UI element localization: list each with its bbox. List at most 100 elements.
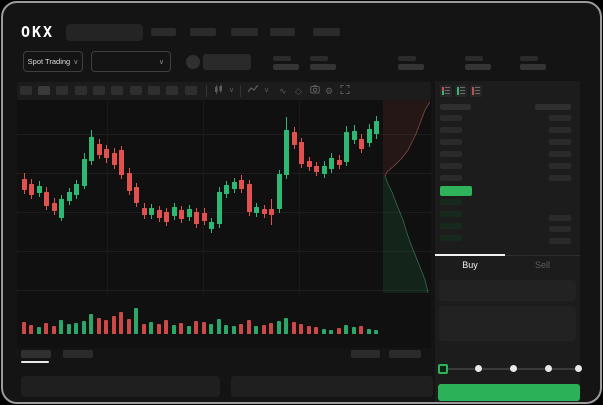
spot-trading-label: Spot Trading [27,57,71,66]
timeframe-button[interactable] [20,86,32,95]
volume-bar [224,325,228,334]
nav-item-skeleton[interactable] [190,28,216,36]
ask-row-price[interactable] [440,127,462,133]
volume-bar [149,322,153,334]
chevron-down-icon: ∨ [73,58,79,66]
ask-row-price[interactable] [440,139,462,145]
candle [277,174,282,209]
price-field[interactable] [439,280,576,301]
chevron-down-icon[interactable]: ∨ [229,87,235,94]
candle-type-icon[interactable] [214,84,223,99]
pair-select[interactable]: ∨ [91,51,171,72]
volume-bar [292,322,296,334]
bid-row-price[interactable] [440,199,462,205]
candle [157,210,162,218]
slider-stop[interactable] [475,365,482,372]
candle [119,150,124,175]
book-asks-icon[interactable] [470,85,482,97]
tab-buy[interactable]: Buy [462,260,478,270]
volume-bar [67,324,71,334]
nav-item-skeleton[interactable] [231,28,258,36]
tab-sell[interactable]: Sell [534,260,550,270]
coin-avatar[interactable] [186,55,200,69]
volume-bar [134,308,138,334]
ask-row-price[interactable] [440,115,462,121]
fullscreen-icon[interactable] [340,84,350,99]
timeframe-button[interactable] [75,86,87,95]
volume-bar [52,326,56,334]
line-style-icon[interactable]: ∿ [279,86,287,96]
timeframe-button[interactable] [130,86,142,95]
volume-bar [307,326,311,334]
candle [299,142,304,164]
candle [134,187,139,203]
nav-item-skeleton[interactable] [151,28,176,36]
volume-bar [322,329,326,334]
volume-bar [277,321,281,334]
book-both-icon[interactable] [440,85,452,97]
chart-toolbar: ∨ ∨ ∿ ◇ ⚙ [17,82,431,100]
volume-bar [344,325,348,334]
timeframe-button[interactable] [148,86,160,95]
volume-bar [44,323,48,334]
stat-value-skeleton [310,64,336,70]
volume-bar [164,320,168,334]
depth-overlay [383,100,430,293]
bid-row-price[interactable] [440,235,462,241]
draw-icon[interactable]: ◇ [295,86,302,96]
nav-item-skeleton[interactable] [270,28,295,36]
bid-row-price[interactable] [440,223,462,229]
spot-trading-dropdown[interactable]: Spot Trading ∨ [23,51,83,72]
ask-row-price[interactable] [440,151,462,157]
candle [322,166,327,174]
volume-bar [217,319,221,334]
gridline [17,134,431,135]
candlestick-chart[interactable] [17,100,431,348]
bottom-tab-active[interactable] [21,350,51,358]
ask-row-price[interactable] [440,163,462,169]
search-input[interactable] [66,24,143,41]
nav-item-skeleton[interactable] [313,28,340,36]
volume-bar [172,325,176,334]
camera-icon[interactable] [310,84,320,99]
candle [104,149,109,158]
indicator-icon[interactable] [247,84,259,99]
slider-stop[interactable] [510,365,517,372]
timeframe-button[interactable] [185,86,197,95]
slider-stop[interactable] [545,365,552,372]
volume-bar [254,326,258,334]
volume-bar [37,327,41,334]
bottom-panel-right [231,376,433,397]
candle [52,203,57,211]
bottom-tab[interactable] [63,350,93,358]
tabbar-divider [435,255,580,256]
candle [82,159,87,186]
ask-row-price[interactable] [440,175,462,181]
bottom-action-skeleton[interactable] [351,350,380,358]
bottom-action-skeleton[interactable] [389,350,421,358]
timeframe-button[interactable] [111,86,123,95]
volume-bar [359,326,363,334]
slider-handle[interactable] [438,364,448,374]
timeframe-button[interactable] [38,86,50,95]
toolbar-divider [240,85,241,97]
amount-field[interactable] [439,306,576,341]
amount-slider[interactable] [441,368,577,370]
candle [202,213,207,221]
book-bids-icon[interactable] [455,85,467,97]
timeframe-button[interactable] [56,86,68,95]
pair-name-skeleton[interactable] [203,54,251,70]
bottom-tab-indicator [21,361,49,363]
settings-icon[interactable]: ⚙ [325,86,334,96]
volume-bar [284,318,288,334]
timeframe-button[interactable] [166,86,178,95]
stat-value-skeleton [273,64,299,70]
slider-stop[interactable] [575,365,582,372]
timeframe-button[interactable] [93,86,105,95]
buy-button[interactable] [438,384,580,401]
bid-row-price[interactable] [440,211,462,217]
volume-bar [352,327,356,334]
chevron-down-icon[interactable]: ∨ [264,87,270,94]
volume-bar [119,312,123,334]
